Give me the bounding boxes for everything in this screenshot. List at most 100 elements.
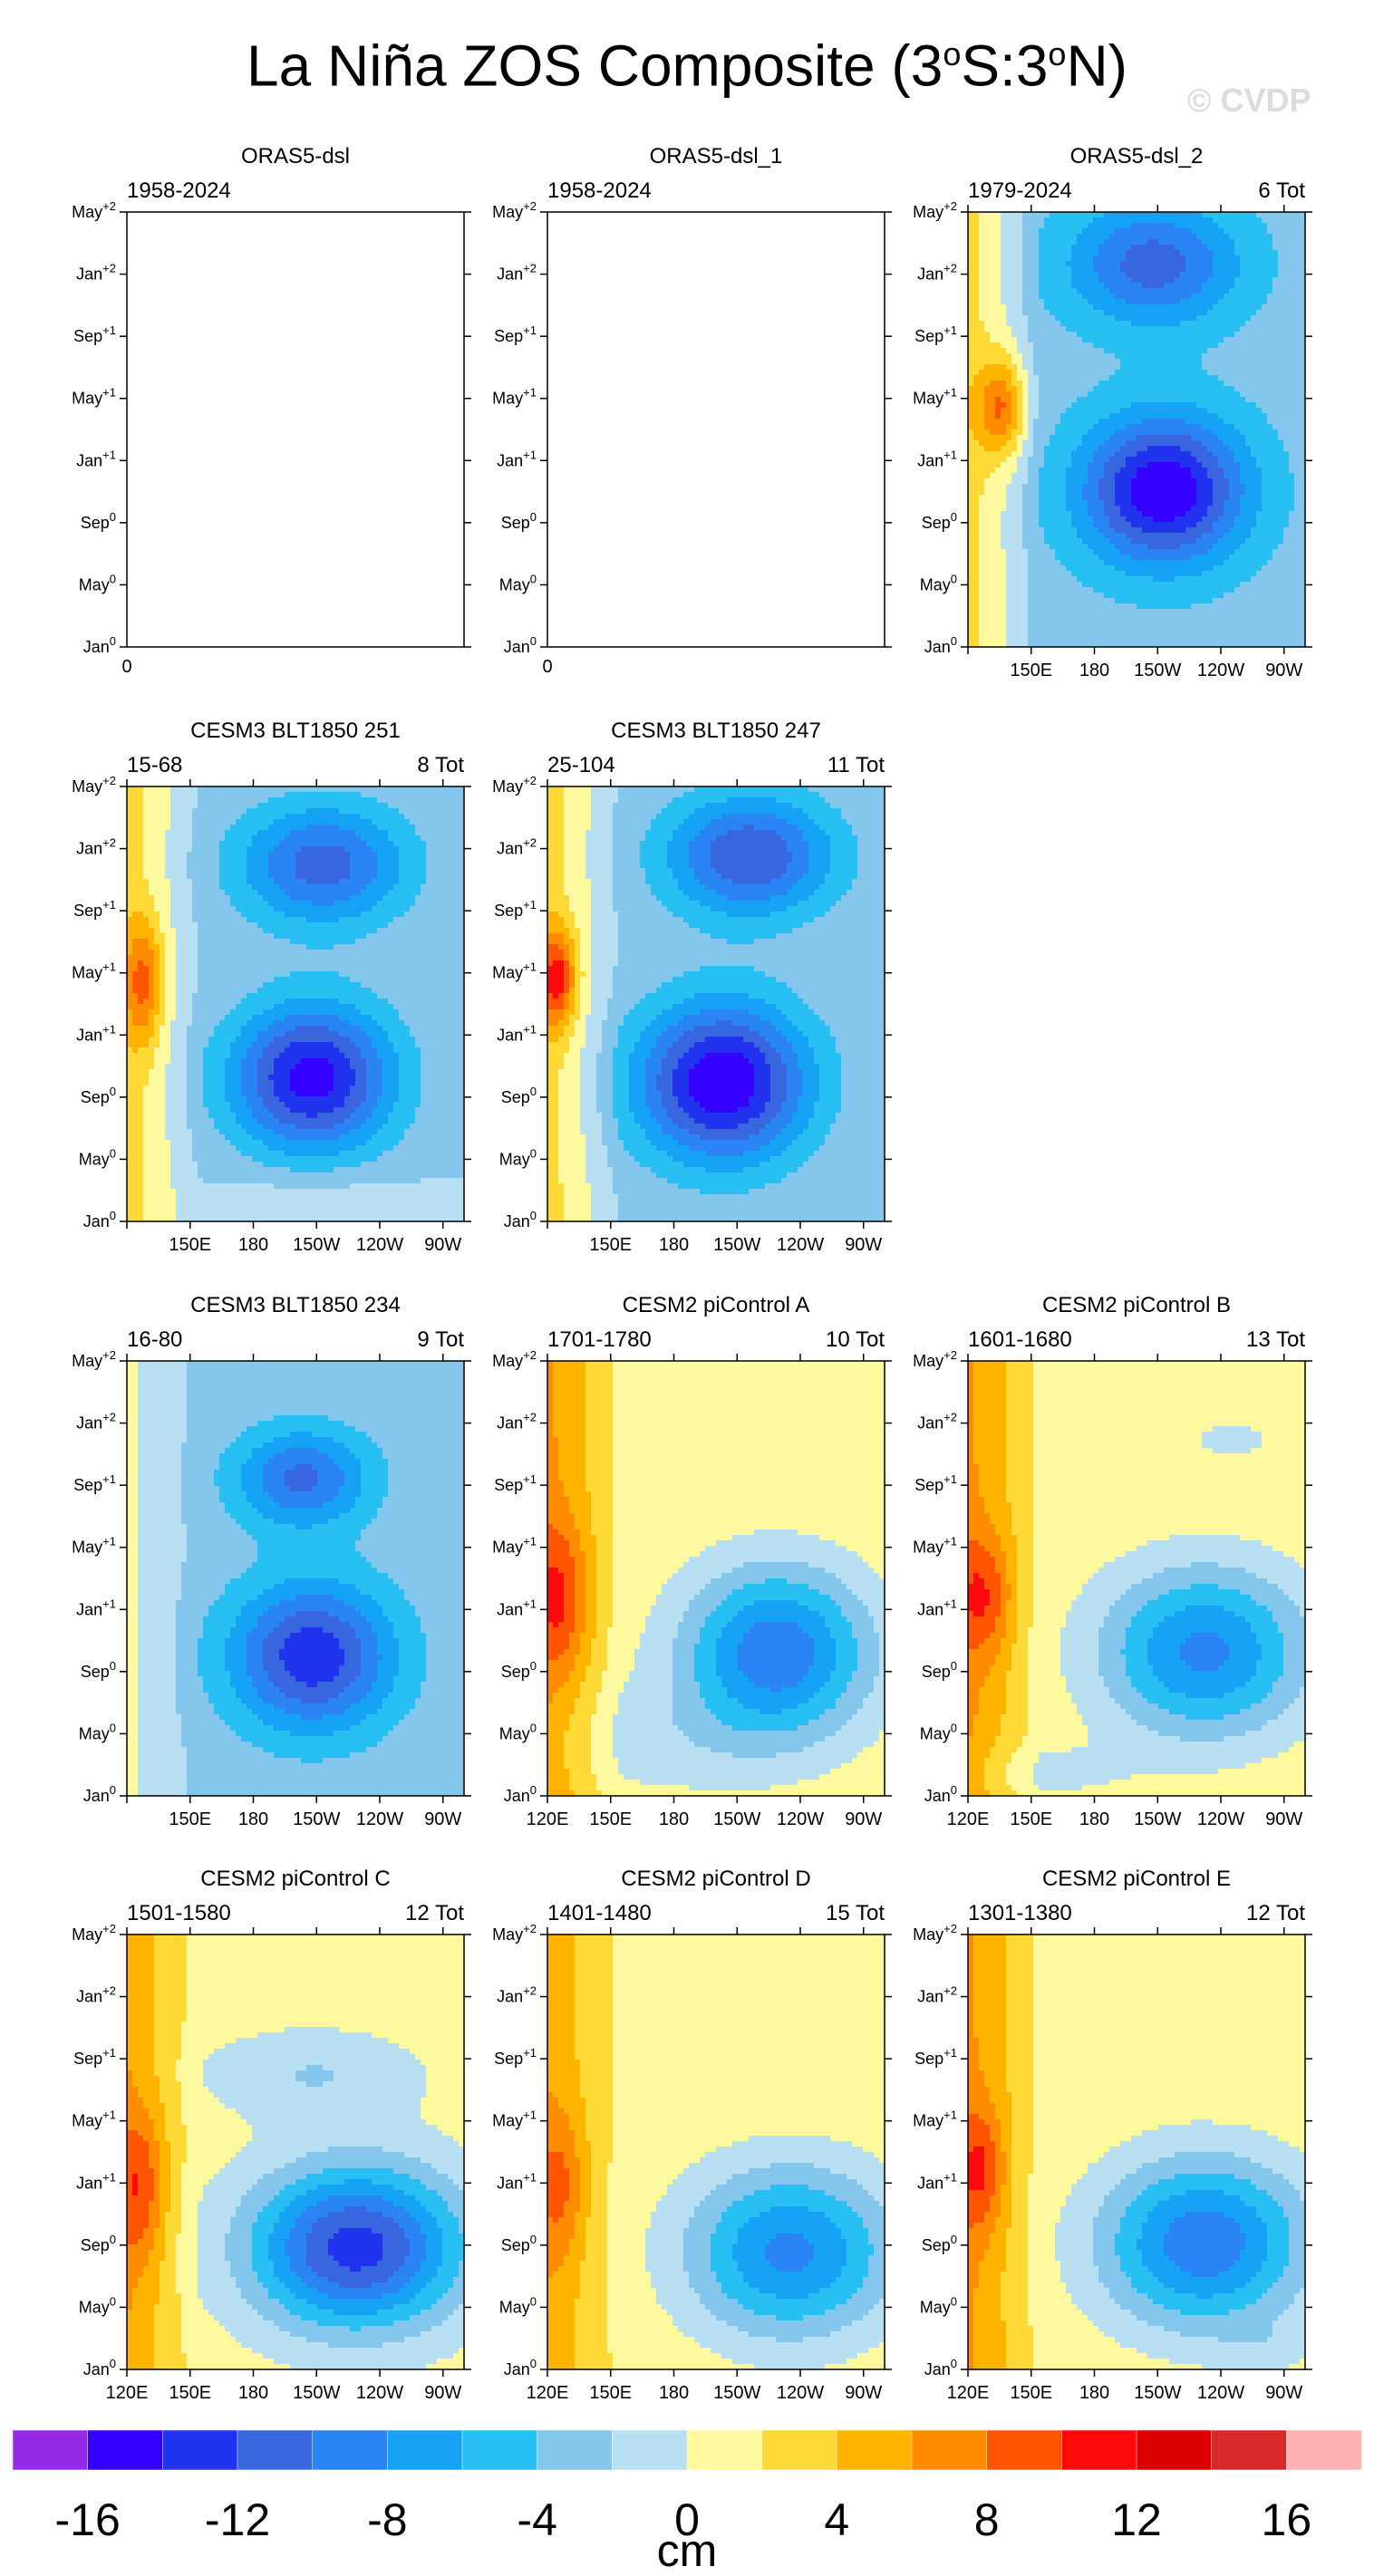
heat-cell [990,299,996,305]
heat-cell [1006,478,1012,485]
heat-cell [995,315,1001,322]
heat-cell [1006,212,1012,218]
y-tick-label: Jan+1 [497,448,537,469]
heat-cell [973,408,980,414]
heat-cell [995,386,1001,392]
heat-cell [1001,587,1007,593]
heat-cell [990,277,996,284]
heat-cell [1001,473,1007,479]
heat-cell [1006,223,1012,229]
heat-cell [979,451,985,458]
heat-cell [973,386,980,392]
heat-cell [995,495,1001,501]
heat-cell [968,440,974,447]
heat-cell [995,348,1001,354]
heat-cell [1001,489,1007,496]
heat-cell [973,571,980,577]
heat-cell [995,261,1001,267]
heat-cell [1001,555,1007,561]
heat-cell [1006,228,1012,235]
heat-cell [984,321,991,327]
heat-cell [973,315,980,322]
heat-cell [979,603,985,610]
heat-cell [1006,511,1012,517]
heat-cell [995,457,1001,463]
heat-cell [979,353,985,360]
heat-cell [968,386,974,392]
heat-cell [1001,462,1007,468]
heat-cell [968,353,974,360]
heat-cell [979,272,985,278]
heat-cell [990,576,996,583]
heat-cell [995,506,1001,512]
heat-cell [1006,391,1012,398]
heat-cell [984,603,991,610]
heat-cell [973,440,980,447]
heat-cell [979,294,985,300]
heat-cell [973,397,980,403]
heat-cell [973,310,980,316]
heat-cell [995,598,1001,604]
heat-cell [995,326,1001,333]
heat-cell [1006,462,1012,468]
heat-cell [990,511,996,517]
heat-cell [968,593,974,599]
heat-cell [1001,511,1007,517]
heat-cell [979,391,985,398]
heat-cell [973,250,980,256]
heat-cell [979,636,985,642]
heat-cell [979,538,985,545]
heat-cell [973,413,980,420]
heat-cell [1006,408,1012,414]
heat-cell [995,283,1001,289]
heat-cell [968,544,974,550]
heat-cell [1001,326,1007,333]
heat-cell [984,310,991,316]
heat-cell [1001,299,1007,305]
heat-cell [968,397,974,403]
heat-cell [968,272,974,278]
heat-cell [1006,435,1012,441]
heat-cell [995,500,1001,507]
heat-cell [995,332,1001,338]
panel-period: 1958-2024 [547,178,652,203]
heat-cell [984,370,991,376]
heat-cell [1001,397,1007,403]
heat-cell [995,549,1001,555]
heat-cell [1001,315,1007,322]
heat-cell [968,625,974,632]
heat-cell [979,457,985,463]
heat-cell [995,223,1001,229]
heat-cell [968,598,974,604]
heat-cell [984,402,991,409]
heat-cell [995,636,1001,642]
heat-cell [979,315,985,322]
heat-cell [990,288,996,294]
heat-cell [984,625,991,632]
heat-cell [995,593,1001,599]
heat-cell [984,348,991,354]
heat-cell [979,440,985,447]
heat-cell [1006,468,1012,474]
heat-cell [979,587,985,593]
heat-cell [979,435,985,441]
heat-cell [995,516,1001,523]
heat-cell [979,571,985,577]
heat-cell [990,598,996,604]
y-tick-label: May0 [79,572,116,593]
heat-cell [990,245,996,251]
heat-cell [984,478,991,485]
heat-cell [1001,565,1007,572]
heat-cell [984,538,991,545]
heat-cell [973,272,980,278]
heat-cell [984,587,991,593]
heat-cell [984,212,991,218]
heat-cell [984,446,991,452]
heat-cell [984,304,991,311]
heat-cell [973,457,980,463]
heat-cell [1001,386,1007,392]
heat-cell [973,614,980,621]
heat-cell [973,337,980,343]
heat-cell [984,620,991,626]
heat-cell [990,560,996,566]
